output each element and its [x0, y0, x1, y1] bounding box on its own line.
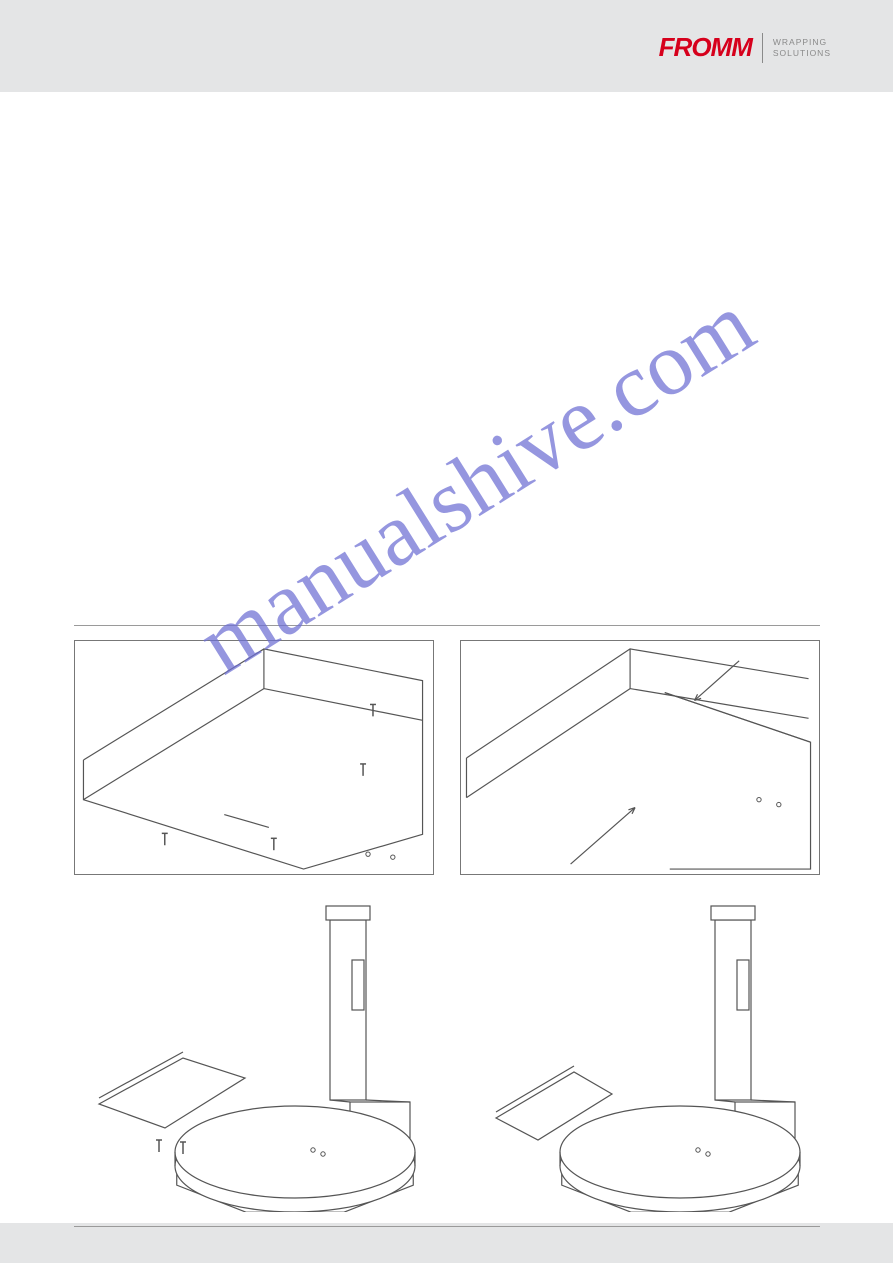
ramp-detail-right-box	[460, 640, 820, 875]
ramp-detail-left-box	[74, 640, 434, 875]
ramp-detail-right-svg	[461, 641, 819, 874]
machine-detached-svg	[95, 902, 435, 1212]
brand-divider	[762, 33, 763, 63]
header-bar: FROMM WRAPPING SOLUTIONS	[0, 0, 893, 92]
section-rule-top	[74, 625, 820, 626]
tagline-line-1: WRAPPING	[773, 37, 827, 47]
brand-tagline: WRAPPING SOLUTIONS	[773, 37, 831, 59]
brand-logo: FROMM WRAPPING SOLUTIONS	[659, 32, 831, 63]
watermark-text: manualshive.com	[181, 272, 772, 694]
section-rule-bottom	[74, 1226, 820, 1227]
footer-bar	[0, 1223, 893, 1263]
ramp-detail-left-svg	[75, 641, 433, 874]
tagline-line-2: SOLUTIONS	[773, 48, 831, 58]
brand-wordmark: FROMM	[659, 32, 752, 63]
machine-attached-svg	[480, 902, 820, 1212]
